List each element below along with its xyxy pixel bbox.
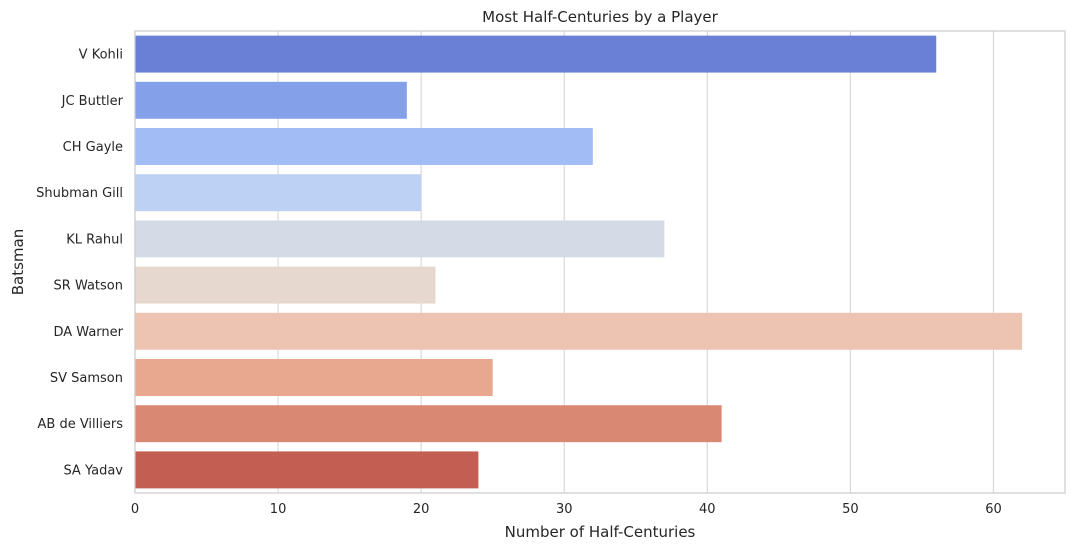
bar — [135, 405, 722, 443]
bar — [135, 174, 422, 212]
bar — [135, 128, 593, 165]
bar — [135, 451, 479, 489]
bar — [135, 35, 937, 73]
x-tick-labels: 0 10 20 30 40 50 60 — [131, 502, 1002, 517]
y-tick-label: CH Gayle — [63, 140, 123, 155]
bars — [135, 35, 1023, 489]
y-tick-labels: V Kohli JC Buttler CH Gayle Shubman Gill KL … — [36, 48, 124, 479]
y-tick-label: V Kohli — [79, 48, 123, 63]
y-axis-label: Batsman — [9, 229, 27, 296]
y-tick-label: SR Watson — [54, 279, 123, 294]
x-tick-label: 10 — [270, 502, 287, 517]
x-tick-label: 40 — [699, 502, 716, 517]
y-tick-label: AB de Villiers — [38, 417, 124, 432]
y-tick-label: KL Rahul — [66, 232, 123, 247]
y-tick-label: SA Yadav — [63, 463, 123, 478]
x-axis-label: Number of Half-Centuries — [505, 523, 696, 541]
x-tick-label: 0 — [131, 502, 139, 517]
bar — [135, 266, 436, 304]
bar — [135, 312, 1023, 350]
y-tick-label: JC Buttler — [61, 94, 124, 109]
bar — [135, 359, 493, 396]
x-tick-label: 50 — [842, 502, 859, 517]
x-tick-label: 60 — [985, 502, 1002, 517]
chart-title: Most Half-Centuries by a Player — [482, 8, 718, 26]
plot-frame — [134, 30, 1066, 494]
x-tick-label: 20 — [413, 502, 430, 517]
y-tick-label: Shubman Gill — [36, 186, 123, 201]
x-tick-label: 30 — [556, 502, 573, 517]
bar — [135, 81, 407, 119]
y-tick-label: DA Warner — [54, 325, 124, 340]
y-tick-label: SV Samson — [50, 371, 123, 386]
bar — [135, 220, 665, 258]
